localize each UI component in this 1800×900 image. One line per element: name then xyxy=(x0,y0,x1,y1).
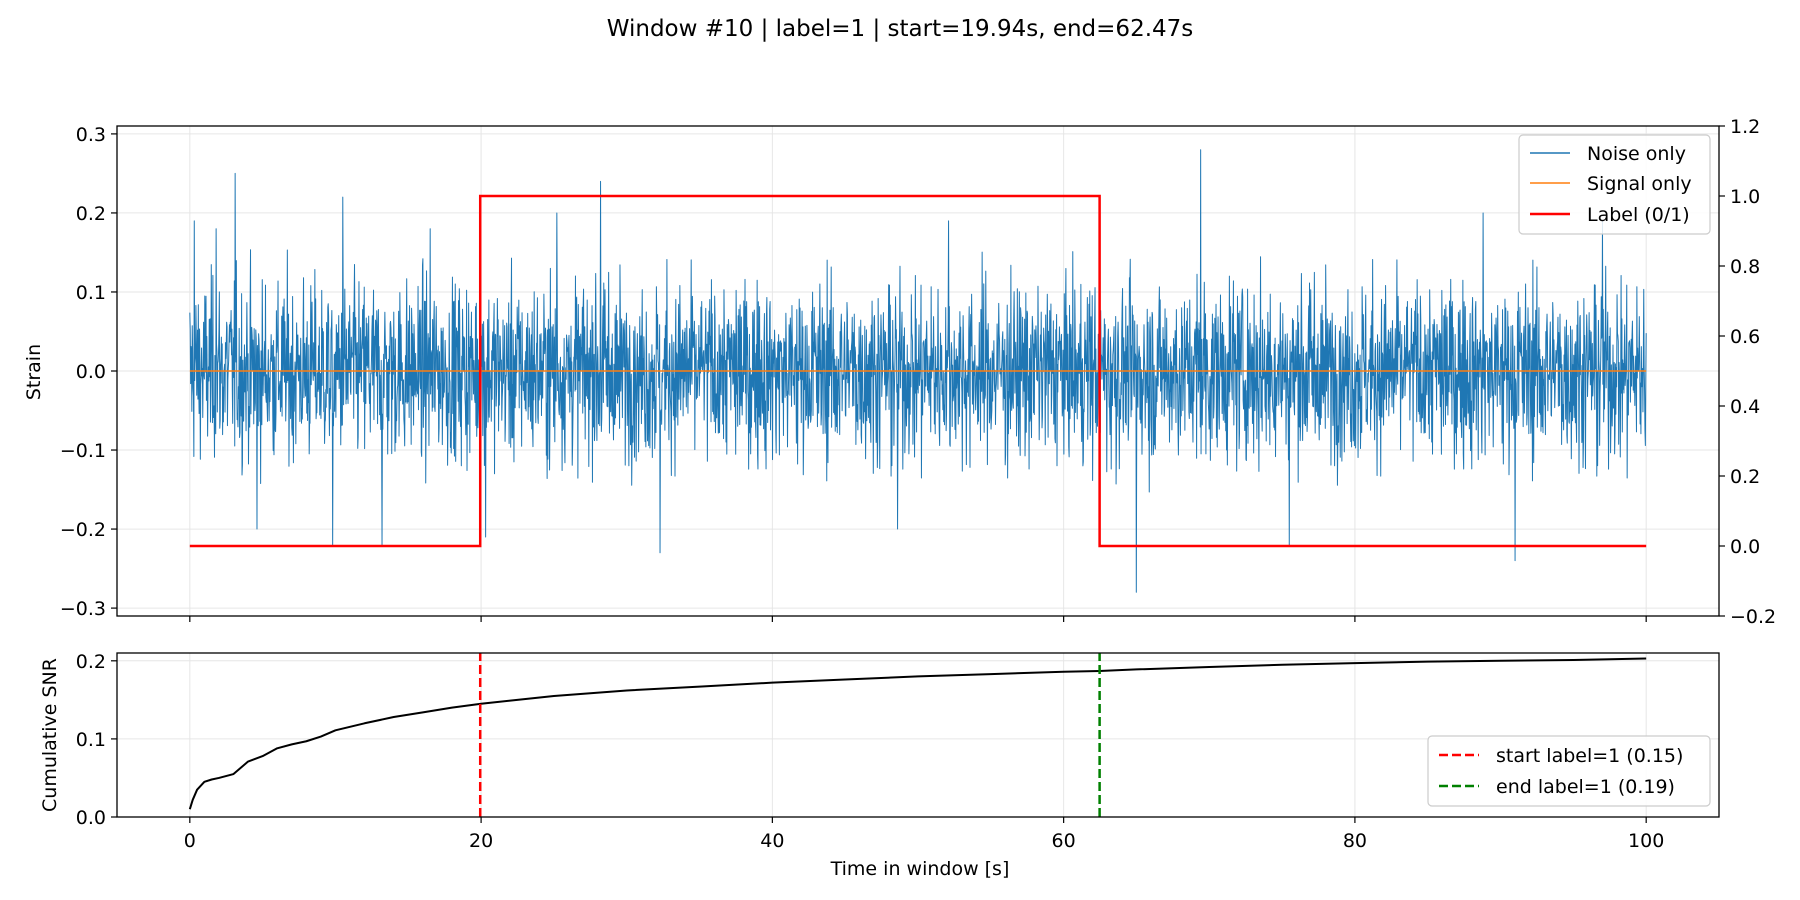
strain-panel: −0.3 −0.2 −0.1 0.0 0.1 0.2 0.3 −0.2 0.0 0.2 0.4 0.… xyxy=(23,116,1776,628)
strain-y-tick-label-3: 0.0 xyxy=(76,361,106,383)
snr-x-tick-label-0: 0 xyxy=(184,830,196,852)
label-y2-ticks: −0.2 0.0 0.2 0.4 0.6 0.8 1.0 1.2 xyxy=(1719,116,1776,628)
strain-legend-box xyxy=(1518,134,1711,235)
noise-only-line xyxy=(189,149,1647,593)
strain-y-axis-label: Strain xyxy=(23,344,45,400)
x-axis-label: Time in window [s] xyxy=(830,858,1010,880)
snr-x-ticks: 0 20 40 60 80 100 xyxy=(184,817,1664,852)
legend-label-end: end label=1 (0.19) xyxy=(1496,776,1675,798)
label-step-line xyxy=(189,194,1647,548)
snr-panel: 0.0 0.1 0.2 0 20 40 60 80 100 Cumulative SNR Ti… xyxy=(39,651,1720,880)
label-y2-tick-label-3: 0.4 xyxy=(1730,396,1760,418)
chart-title: Window #10 | label=1 | start=19.94s, end… xyxy=(607,16,1194,42)
noise-only-series xyxy=(189,149,1647,593)
label-y2-tick-label-7: 1.2 xyxy=(1730,116,1760,138)
cumulative-snr-line xyxy=(188,657,1647,810)
snr-x-tick-label-4: 80 xyxy=(1343,830,1367,852)
strain-legend: Noise only Signal only Label (0/1) xyxy=(1518,134,1711,235)
snr-plot-frame xyxy=(116,652,1720,818)
legend-label-signal: Signal only xyxy=(1587,173,1692,195)
strain-y-tick-label-2: −0.1 xyxy=(60,440,106,462)
strain-y-tick-label-4: 0.1 xyxy=(76,282,106,304)
legend-label-start: start label=1 (0.15) xyxy=(1496,745,1683,767)
label-series xyxy=(189,194,1647,548)
label-y2-tick-label-2: 0.2 xyxy=(1730,466,1760,488)
label-y2-tick-label-0: −0.2 xyxy=(1730,606,1776,628)
snr-y-tick-label-0: 0.0 xyxy=(76,807,106,829)
strain-y-tick-label-5: 0.2 xyxy=(76,203,106,225)
strain-y-tick-label-1: −0.2 xyxy=(60,519,106,541)
label-y2-tick-label-6: 1.0 xyxy=(1730,186,1760,208)
strain-y-tick-label-6: 0.3 xyxy=(76,124,106,146)
label-y2-tick-label-1: 0.0 xyxy=(1730,536,1760,558)
snr-legend: start label=1 (0.15) end label=1 (0.19) xyxy=(1427,735,1711,807)
legend-label-noise: Noise only xyxy=(1587,143,1686,165)
snr-series xyxy=(188,653,1647,817)
snr-x-tick-label-3: 60 xyxy=(1052,830,1076,852)
snr-y-tick-label-2: 0.2 xyxy=(76,651,106,673)
strain-x-ticks xyxy=(189,616,1647,622)
legend-label-label: Label (0/1) xyxy=(1587,204,1690,226)
label-y2-tick-label-5: 0.8 xyxy=(1730,256,1760,278)
snr-legend-box xyxy=(1427,735,1711,807)
label-y2-tick-label-4: 0.6 xyxy=(1730,326,1760,348)
snr-y-ticks: 0.0 0.1 0.2 xyxy=(76,651,117,829)
snr-x-tick-label-1: 20 xyxy=(469,830,493,852)
snr-y-axis-label: Cumulative SNR xyxy=(39,658,61,812)
snr-x-tick-label-2: 40 xyxy=(760,830,784,852)
strain-y-tick-label-0: −0.3 xyxy=(60,598,106,620)
snr-x-tick-label-5: 100 xyxy=(1628,830,1664,852)
snr-y-tick-label-1: 0.1 xyxy=(76,729,106,751)
strain-y-ticks: −0.3 −0.2 −0.1 0.0 0.1 0.2 0.3 xyxy=(60,124,117,620)
